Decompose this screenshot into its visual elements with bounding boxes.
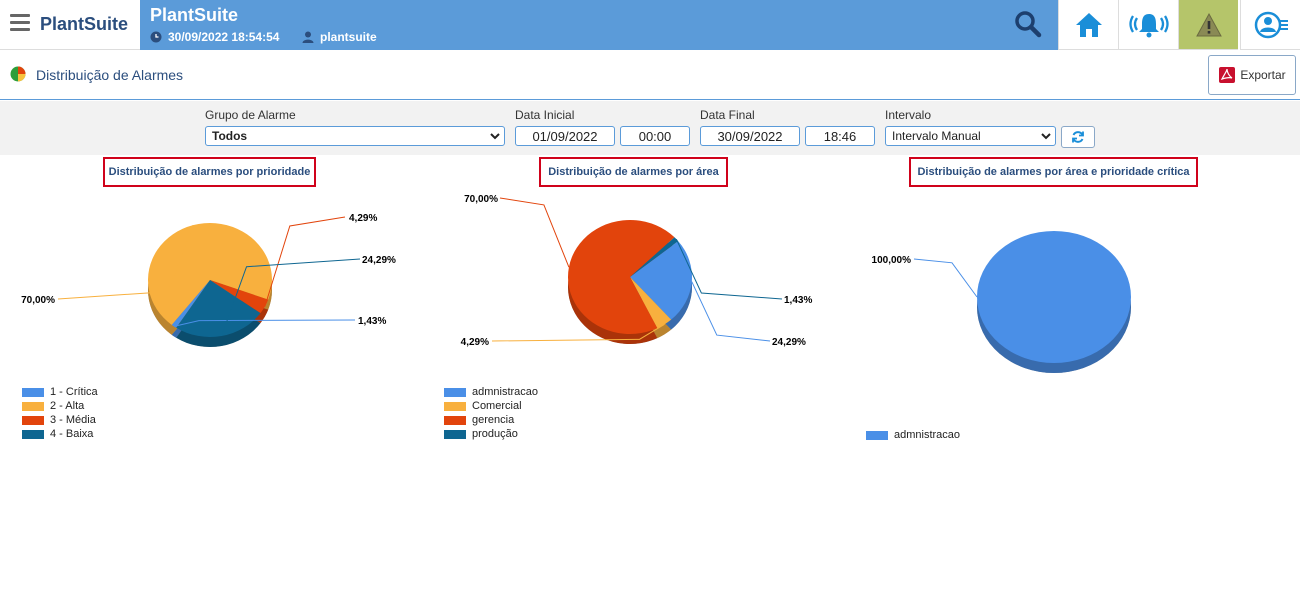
- search-icon: [1015, 11, 1042, 38]
- user-menu-button[interactable]: [1240, 0, 1300, 50]
- end-time-input[interactable]: 18:46: [805, 126, 875, 146]
- legend-label: 1 - Crítica: [50, 386, 98, 398]
- legend-swatch: [444, 387, 466, 397]
- brand-logo[interactable]: PlantSuite: [40, 14, 129, 34]
- pie-chart-2: 100,00%: [872, 231, 1131, 373]
- legend-swatch: [22, 401, 44, 411]
- top-bar: PlantSuite PlantSuite 30/09/2022 18:54:5…: [0, 0, 1300, 50]
- chevron-down-icon: [490, 133, 500, 140]
- legend-label: 2 - Alta: [50, 400, 85, 412]
- legend-swatch: [22, 387, 44, 397]
- pie-slice-admnistracao[interactable]: [977, 231, 1131, 363]
- datetime-display: 30/09/2022 18:54:54: [150, 30, 279, 44]
- legend-label: 4 - Baixa: [50, 428, 94, 440]
- data-label: 4,29%: [349, 213, 377, 224]
- app-header: PlantSuite 30/09/2022 18:54:54 plantsuit…: [140, 0, 1058, 50]
- legend-item[interactable]: admnistracao: [444, 386, 538, 398]
- data-label: 1,43%: [358, 316, 386, 327]
- pie-slice-1-cr-tica[interactable]: [171, 280, 210, 328]
- legend-swatch: [444, 401, 466, 411]
- legend-item[interactable]: gerencia: [444, 414, 514, 426]
- warning-icon: [1195, 12, 1222, 36]
- leader-line: [691, 281, 771, 342]
- pie-slice-produ-o[interactable]: [630, 237, 679, 277]
- legend-item[interactable]: 2 - Alta: [22, 400, 84, 412]
- interval-select-value: Intervalo Manual: [892, 129, 981, 143]
- legend-swatch: [866, 430, 888, 440]
- group-select-value: Todos: [212, 129, 248, 143]
- legend-swatch: [444, 429, 466, 439]
- search-button[interactable]: [1014, 10, 1044, 40]
- bell-ringing-icon: [1128, 13, 1169, 37]
- pie-chart-0: 1,43% 70,00% 4,29% 24,29%: [21, 213, 396, 347]
- data-label: 24,29%: [362, 255, 396, 266]
- chart-title-area: Distribuição de alarmes por área: [539, 157, 728, 187]
- end-date-input[interactable]: 30/09/2022: [700, 126, 800, 146]
- legend-item[interactable]: produção: [444, 428, 518, 440]
- group-label: Grupo de Alarme: [205, 108, 296, 122]
- home-icon: [1075, 12, 1102, 37]
- pie-slice-comercial[interactable]: [630, 277, 672, 329]
- data-label: 1,43%: [784, 295, 812, 306]
- data-label: 4,29%: [461, 337, 489, 348]
- legend-swatch: [22, 415, 44, 425]
- interval-label: Intervalo: [885, 108, 932, 122]
- start-time-input[interactable]: 00:00: [620, 126, 690, 146]
- page-title: Distribuição de Alarmes: [36, 67, 184, 83]
- brand-area: PlantSuite: [0, 0, 140, 50]
- group-select[interactable]: Todos: [205, 126, 505, 146]
- app-title: PlantSuite: [150, 5, 239, 25]
- export-button[interactable]: Exportar: [1208, 55, 1296, 95]
- interval-select[interactable]: Intervalo Manual: [885, 126, 1056, 146]
- pie-chart-1: 24,29% 4,29% 70,00% 1,43%: [461, 194, 813, 348]
- warnings-button[interactable]: [1178, 0, 1238, 50]
- data-label: 100,00%: [872, 255, 912, 266]
- menu-icon[interactable]: [10, 14, 30, 34]
- legend-label: Comercial: [472, 400, 522, 412]
- legend-label: produção: [472, 428, 518, 440]
- legend-item[interactable]: 1 - Crítica: [22, 386, 98, 398]
- data-label: 70,00%: [464, 194, 498, 205]
- legend-label: gerencia: [472, 414, 515, 426]
- legend-swatch: [444, 415, 466, 425]
- legend-item[interactable]: 4 - Baixa: [22, 428, 93, 440]
- current-datetime: 30/09/2022 18:54:54: [168, 30, 280, 44]
- chart-title-priority: Distribuição de alarmes por prioridade: [103, 157, 316, 187]
- legend-label: admnistracao: [894, 429, 961, 441]
- legend-item[interactable]: 3 - Média: [22, 414, 96, 426]
- data-label: 70,00%: [21, 295, 55, 306]
- data-label: 24,29%: [772, 337, 806, 348]
- user-icon: [302, 31, 314, 43]
- pie-chart-icon: [10, 66, 26, 82]
- user-settings-icon: [1254, 11, 1288, 38]
- leader-line: [913, 258, 978, 298]
- pdf-icon: [1219, 67, 1236, 83]
- export-label: Exportar: [1240, 68, 1286, 82]
- home-button[interactable]: [1058, 0, 1118, 50]
- chevron-down-icon: [1041, 133, 1051, 140]
- page-header: Distribuição de Alarmes Exportar: [0, 50, 1300, 100]
- clock-icon: [150, 31, 162, 43]
- leader-line: [499, 197, 570, 268]
- start-date-input[interactable]: 01/09/2022: [515, 126, 615, 146]
- refresh-button[interactable]: [1061, 126, 1095, 148]
- pie-slice-gerencia[interactable]: [568, 220, 675, 335]
- refresh-icon: [1072, 131, 1084, 143]
- legend-label: 3 - Média: [50, 414, 96, 426]
- start-date-label: Data Inicial: [515, 108, 575, 122]
- legend-item[interactable]: admnistracao: [866, 429, 960, 441]
- legend-label: admnistracao: [472, 386, 539, 398]
- legend-item[interactable]: Comercial: [444, 400, 522, 412]
- filter-bar: Grupo de Alarme Todos Data Inicial 01/09…: [0, 101, 1300, 155]
- leader-line: [675, 238, 783, 300]
- user-display: plantsuite: [302, 30, 377, 44]
- username: plantsuite: [320, 30, 377, 44]
- leader-line: [264, 216, 346, 307]
- chart-title-area-critical: Distribuição de alarmes por área e prior…: [909, 157, 1198, 187]
- end-date-label: Data Final: [700, 108, 755, 122]
- alarms-button[interactable]: [1118, 0, 1178, 50]
- legend-swatch: [22, 429, 44, 439]
